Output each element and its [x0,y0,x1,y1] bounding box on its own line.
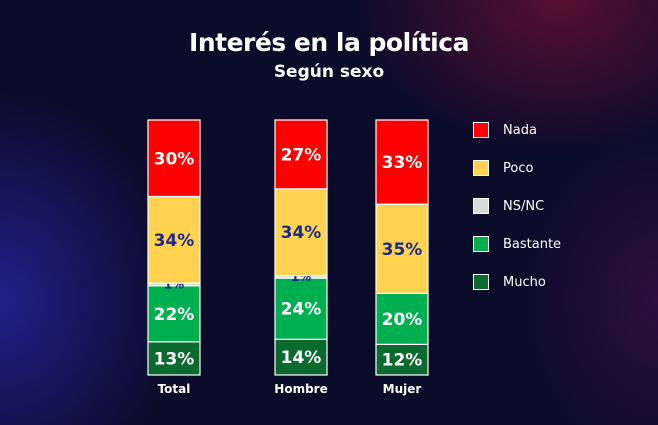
bar-segment-bastante-mujer [375,292,429,345]
legend-swatch [473,122,489,138]
data-label: 35% [382,240,423,260]
data-label: 13% [154,349,195,369]
data-label: 34% [154,231,195,251]
bar-segment-nada-hombre [274,119,328,190]
legend-label: NS/NC [503,198,545,214]
legend-swatch [473,198,489,214]
data-label: 14% [281,348,322,368]
legend-item: Poco [473,159,533,177]
bar-segment-poco-mujer [375,203,429,294]
category-label: Hombre [274,382,327,396]
legend-item: Bastante [473,235,561,253]
legend-label: Nada [503,122,537,138]
bar-segment-nada-mujer [375,119,429,205]
bar-segment-mucho-hombre [274,338,328,376]
data-label: 24% [281,300,322,320]
legend-label: Bastante [503,236,562,252]
data-label: 20% [382,310,423,330]
data-label: 30% [154,149,195,169]
legend-swatch [473,274,489,290]
legend-item: Mucho [473,273,546,291]
bar-segment-mucho-mujer [375,343,429,376]
legend-item: NS/NC [473,197,544,215]
legend-swatch [473,236,489,252]
chart-title: Interés en la política [189,28,469,57]
legend-label: Poco [503,160,534,176]
legend-item: Nada [473,121,537,139]
data-label: 12% [382,351,423,371]
legend-swatch [473,160,489,176]
data-label: 22% [154,305,195,325]
data-label: 34% [281,223,322,243]
bar-segment-poco-hombre [274,188,328,277]
bar-segment-nada-total [147,119,201,198]
bar-segment-poco-total [147,195,201,284]
legend-label: Mucho [503,274,546,290]
chart-subtitle: Según sexo [273,62,385,82]
data-label: 33% [382,153,423,173]
data-label: 27% [281,145,322,165]
category-label: Total [158,382,191,396]
category-label: Mujer [383,382,422,396]
